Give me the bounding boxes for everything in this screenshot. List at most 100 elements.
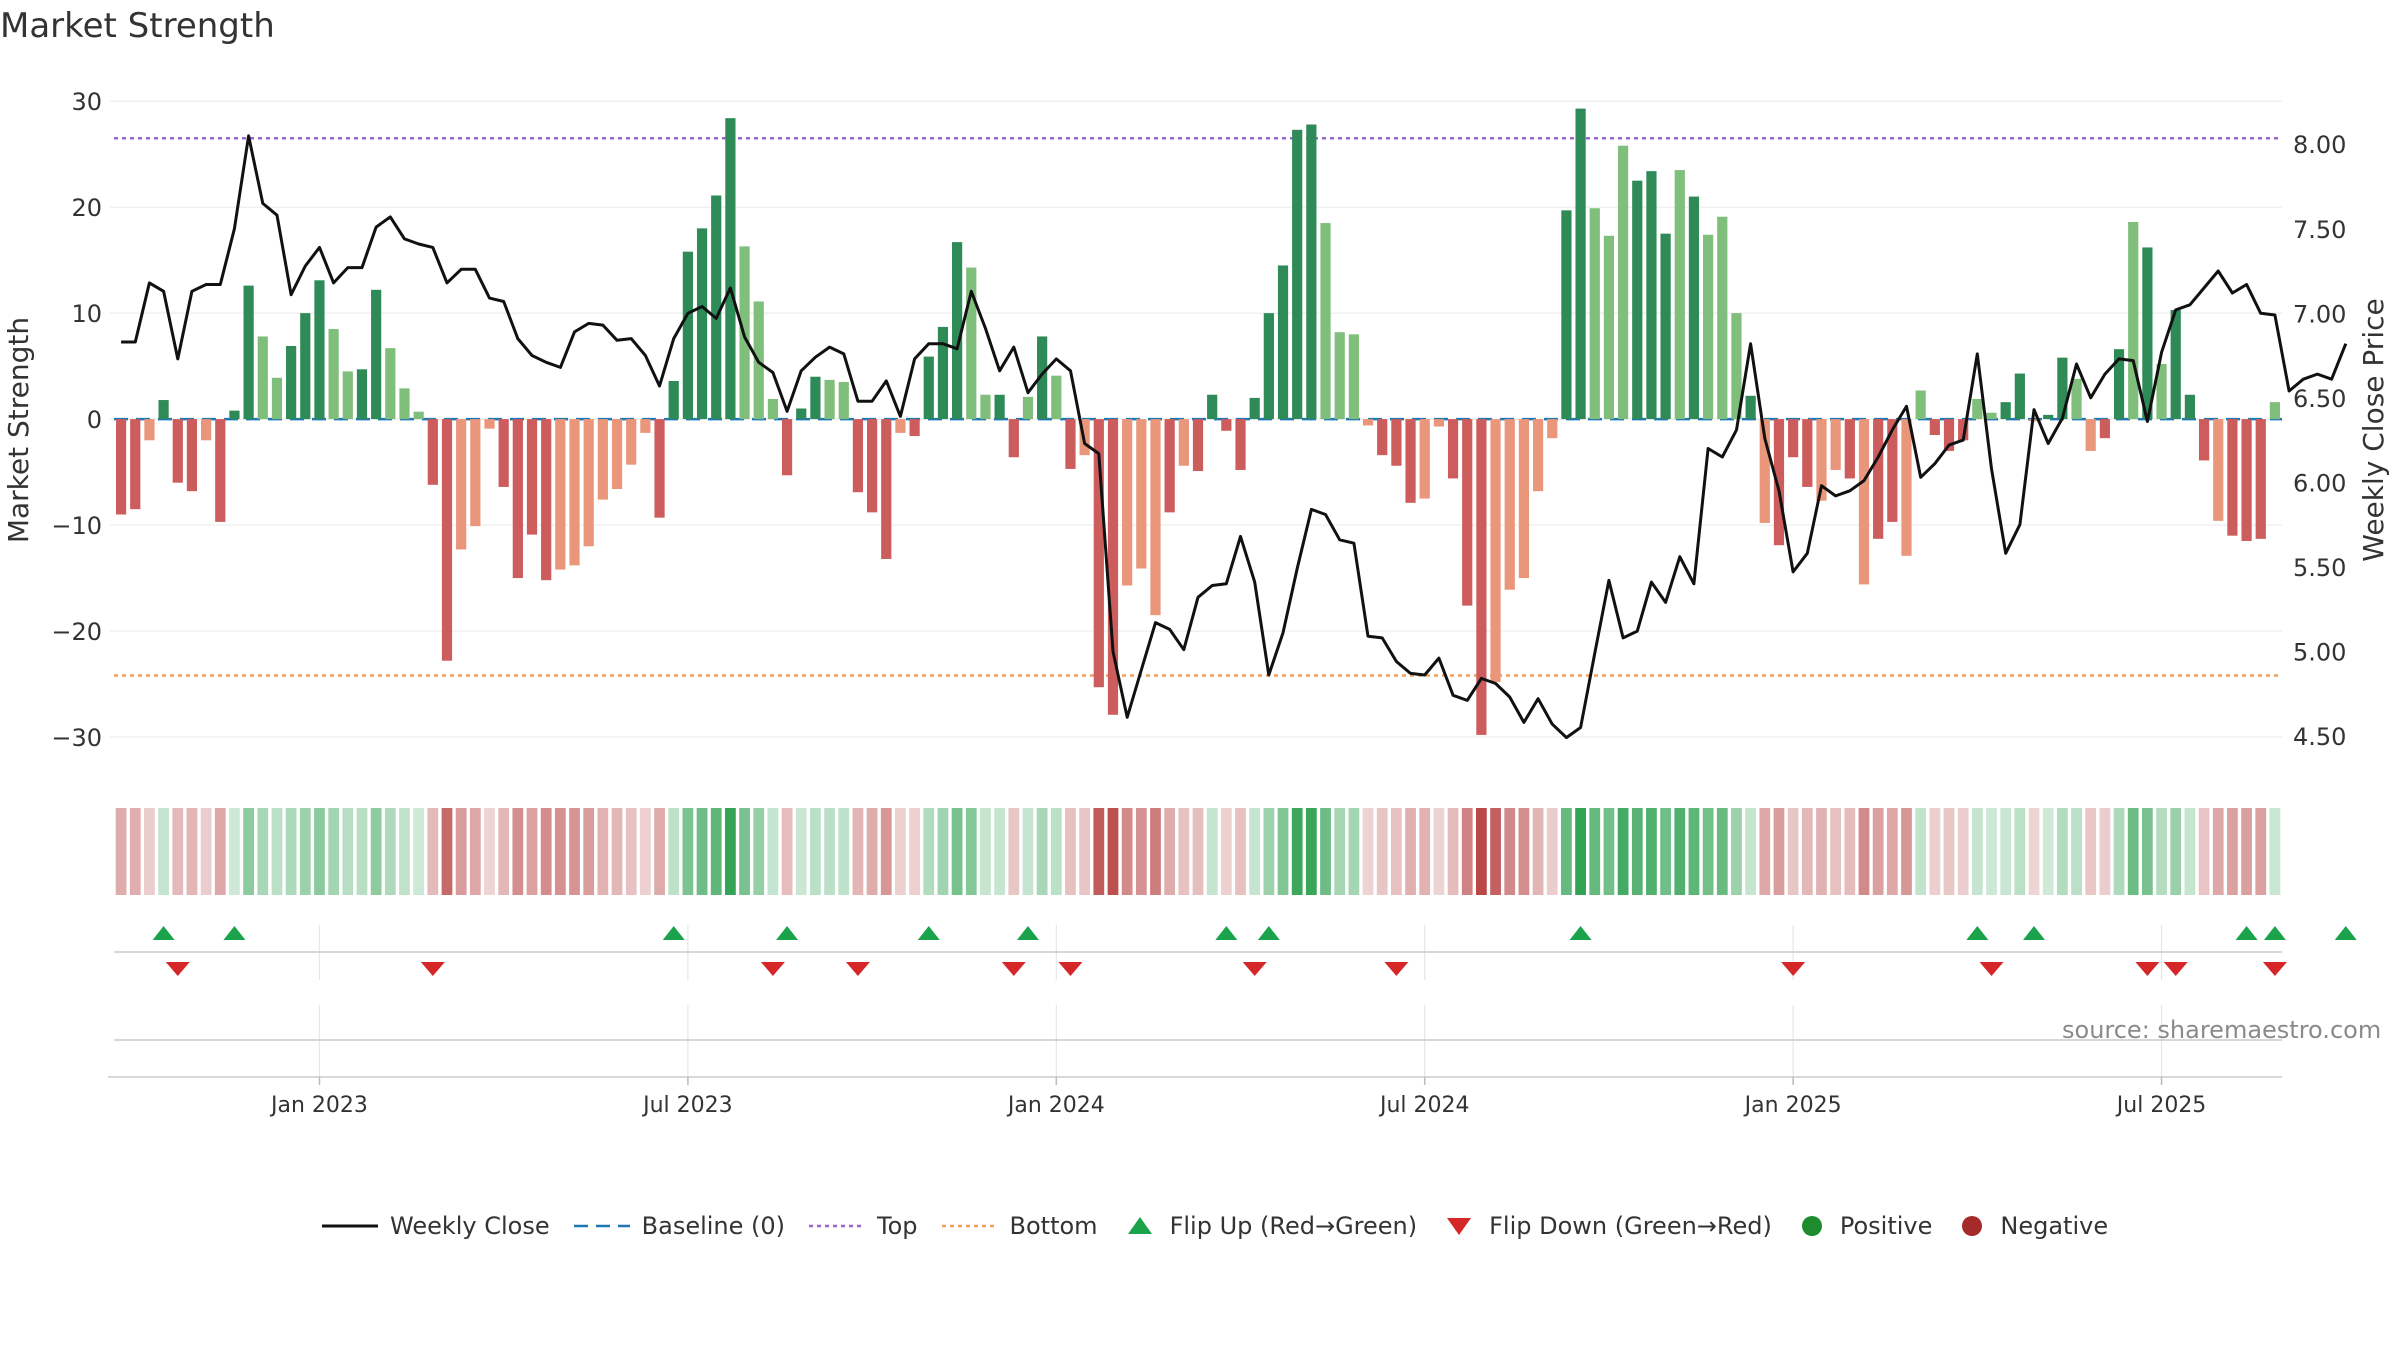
heat-cell	[1461, 808, 1473, 895]
strength-bar	[1249, 397, 1260, 420]
heat-cell	[2255, 808, 2267, 895]
y-tick-label-left: 10	[71, 300, 102, 328]
heat-cell	[1206, 808, 1218, 895]
strength-bar	[1348, 334, 1359, 420]
strength-bar	[824, 379, 835, 420]
strength-bar	[1504, 419, 1515, 590]
strength-bar	[1320, 223, 1331, 420]
strength-bar	[1277, 265, 1289, 420]
heat-cell	[1688, 808, 1700, 895]
heat-cell	[356, 808, 368, 895]
heat-cell	[2099, 808, 2111, 895]
heat-cell	[158, 808, 169, 895]
y-tick-label-left: 20	[71, 194, 102, 222]
heat-cell	[1362, 808, 1374, 895]
strength-bar	[158, 400, 169, 420]
heat-cell	[1745, 808, 1757, 895]
strength-heatmap-strip	[115, 808, 2281, 895]
heat-cell	[1617, 808, 1629, 895]
strength-bar	[1887, 419, 1898, 522]
flip-up-marker	[152, 926, 175, 940]
heat-cell	[682, 808, 694, 895]
legend-label: Flip Up (Red→Green)	[1169, 1212, 1418, 1240]
strength-bar	[1164, 419, 1175, 513]
legend-item-flip-down: Flip Down (Green→Red)	[1439, 1212, 1772, 1240]
strength-bar	[2014, 373, 2025, 420]
flip-down-marker	[845, 962, 870, 976]
heat-cell	[994, 808, 1006, 895]
heat-cell	[554, 808, 566, 895]
strength-bar	[399, 388, 410, 420]
heat-cell	[186, 808, 198, 895]
heat-cell	[314, 808, 325, 895]
strength-bar	[2113, 349, 2125, 420]
heat-cell	[1943, 808, 1955, 895]
strength-bar	[201, 419, 212, 441]
heat-cell	[1504, 808, 1516, 895]
strength-bar	[1788, 419, 1799, 458]
strength-bar	[796, 408, 807, 420]
strength-bars	[115, 108, 2281, 735]
heat-cell	[965, 808, 977, 895]
strength-bar	[994, 394, 1005, 420]
heat-cell	[1093, 808, 1105, 895]
heat-cell	[1915, 808, 1927, 895]
strength-bar	[1362, 419, 1374, 426]
flip-down-marker	[1001, 962, 1026, 976]
heat-cell	[2071, 808, 2082, 895]
strength-bar	[838, 382, 849, 420]
heat-cell	[1787, 808, 1799, 895]
heat-cell	[243, 808, 254, 895]
strength-bar	[640, 419, 651, 433]
heat-cell	[1872, 808, 1884, 895]
strength-bar	[314, 280, 325, 420]
heat-cell	[1107, 808, 1119, 895]
strength-bar	[1773, 419, 1785, 546]
legend-item-weekly-close: Weekly Close	[320, 1212, 550, 1240]
flip-up-marker	[2235, 926, 2258, 940]
heat-cell	[1405, 808, 1416, 895]
strength-bar	[2213, 419, 2224, 521]
flip-up-marker	[662, 926, 685, 940]
heat-cell	[767, 808, 779, 895]
source-credit: source: sharemaestro.com	[2062, 1016, 2382, 1044]
heat-cell	[1901, 808, 1912, 895]
heat-cell	[1390, 808, 1402, 895]
strength-bar	[909, 419, 920, 437]
strength-bar	[229, 410, 240, 420]
strength-bar	[1022, 396, 1034, 420]
y-tick-label-left: −10	[51, 512, 102, 540]
heat-cell	[2056, 808, 2068, 895]
strength-bar	[2085, 419, 2096, 451]
strength-bar	[1830, 419, 1841, 470]
heat-cell	[696, 808, 708, 895]
heat-cell	[299, 808, 311, 895]
weekly-close-line-icon	[322, 1224, 378, 1228]
heat-cell	[413, 808, 425, 895]
heat-cell	[1830, 808, 1842, 895]
heat-cell	[1971, 808, 1983, 895]
flip-down-marker	[1781, 962, 1806, 976]
strength-bar	[682, 251, 693, 420]
strength-bar	[342, 371, 353, 420]
left-axis: 30 20 10 0 −10 −20 −30	[51, 88, 102, 752]
strength-bar	[115, 419, 127, 515]
strength-bar	[1703, 234, 1714, 420]
strength-bar	[1632, 180, 1643, 420]
strength-bar	[1306, 124, 1317, 420]
strength-bar	[2071, 378, 2082, 420]
strength-bar	[711, 195, 722, 420]
heat-cell	[1277, 808, 1289, 895]
heat-cell	[271, 808, 283, 895]
strength-bar	[1717, 216, 1728, 420]
heat-cell	[838, 808, 850, 895]
heat-cell	[937, 808, 949, 895]
strength-bar	[456, 419, 467, 550]
heat-cell	[2156, 808, 2167, 895]
flip-down-marker	[165, 962, 190, 976]
strength-bar	[626, 419, 637, 465]
heat-cell	[2127, 808, 2139, 895]
strength-bar	[1263, 313, 1274, 420]
heat-cell	[229, 808, 240, 895]
heat-cell	[427, 808, 439, 895]
